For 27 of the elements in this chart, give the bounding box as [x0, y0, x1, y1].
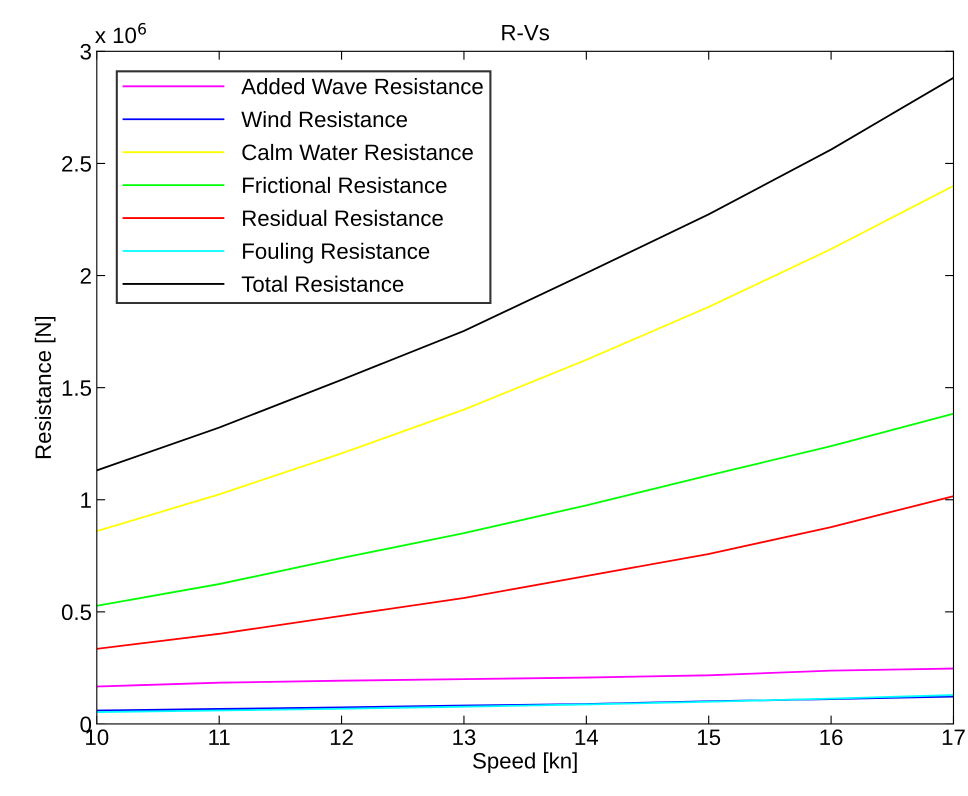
- x-tick-label: 16: [820, 729, 842, 746]
- text: x 10$^{6}$: [95, 22, 146, 44]
- line-series: [96, 412, 954, 607]
- y-tick-label: 1.5: [62, 380, 92, 396]
- y-tick-label: 1: [81, 492, 91, 508]
- legend-label: Fouling Resistance: [243, 242, 430, 264]
- y-tick-label: 2: [80, 268, 91, 284]
- x-tick-label: 17: [942, 730, 965, 745]
- y-tick-label: 0.5: [62, 604, 92, 620]
- x-tick-label: 11: [209, 730, 230, 745]
- y-axis-title: Resistance [N]: [34, 316, 56, 458]
- x-tick-label: 15: [698, 730, 720, 746]
- line-series: [96, 495, 954, 650]
- legend-label: Added Wave Resistance: [241, 78, 483, 94]
- legend-label: Calm Water Resistance: [242, 144, 473, 160]
- chart-title: R-Vs: [502, 24, 550, 40]
- x-tick-label: 12: [330, 729, 353, 745]
- x-axis-title: Speed [kn]: [473, 752, 577, 774]
- y-tick-label: 3: [80, 44, 91, 60]
- x-tick-label: 14: [576, 730, 598, 745]
- y-tick-label: 2.5: [62, 156, 92, 172]
- legend-label: Residual Resistance: [243, 210, 443, 226]
- legend-label: Wind Resistance: [241, 110, 407, 128]
- x-tick-label: 13: [453, 729, 476, 746]
- legend-label: Total Resistance: [242, 276, 404, 292]
- legend-label: Frictional Resistance: [243, 176, 447, 194]
- line-series: [96, 668, 954, 688]
